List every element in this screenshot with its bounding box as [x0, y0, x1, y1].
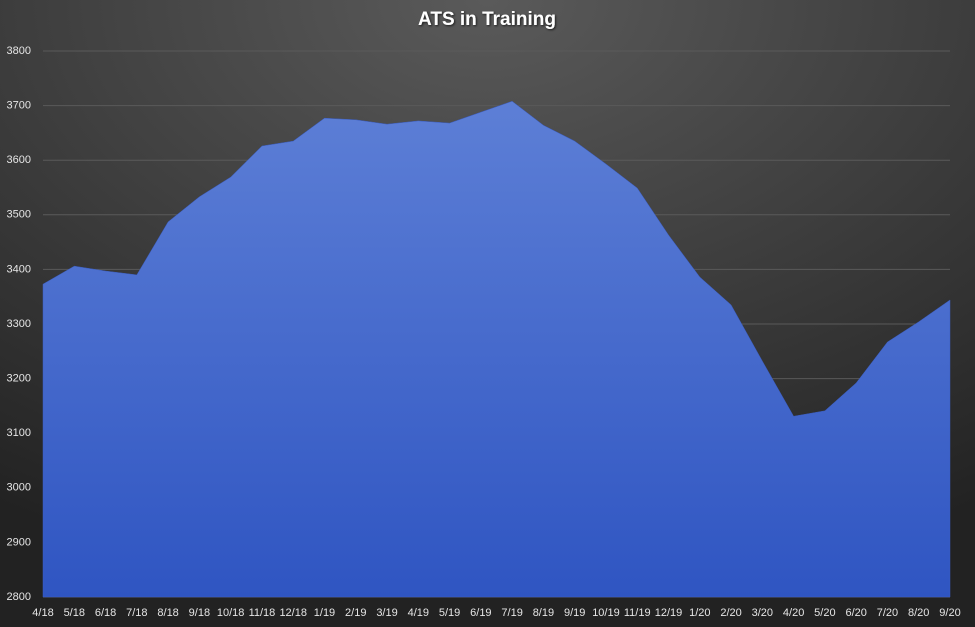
- x-tick-label: 4/18: [32, 607, 53, 619]
- y-tick-label: 3100: [7, 427, 31, 439]
- chart-title: ATS in Training: [418, 9, 556, 30]
- y-tick-label: 3600: [7, 154, 31, 166]
- x-tick-label: 12/19: [655, 607, 683, 619]
- x-tick-label: 6/20: [845, 607, 866, 619]
- y-tick-label: 3500: [7, 209, 31, 221]
- y-tick-label: 3700: [7, 100, 31, 112]
- x-tick-label: 9/20: [939, 607, 960, 619]
- x-tick-label: 12/18: [279, 607, 307, 619]
- x-tick-label: 8/18: [157, 607, 178, 619]
- area: [42, 100, 951, 598]
- y-tick-label: 2900: [7, 536, 31, 548]
- y-tick-label: 3200: [7, 373, 31, 385]
- y-tick-label: 3400: [7, 263, 31, 275]
- x-tick-label: 5/18: [64, 607, 85, 619]
- x-tick-label: 10/19: [592, 607, 620, 619]
- x-tick-label: 9/18: [189, 607, 210, 619]
- x-tick-label: 8/20: [908, 607, 929, 619]
- x-tick-label: 2/19: [345, 607, 366, 619]
- y-tick-label: 3800: [7, 45, 31, 57]
- x-tick-label: 7/18: [126, 607, 147, 619]
- x-tick-label: 7/20: [877, 607, 898, 619]
- x-tick-label: 5/19: [439, 607, 460, 619]
- y-tick-label: 3000: [7, 482, 31, 494]
- x-tick-label: 3/20: [752, 607, 773, 619]
- x-tick-label: 1/20: [689, 607, 710, 619]
- x-tick-label: 5/20: [814, 607, 835, 619]
- x-tick-label: 11/18: [249, 607, 276, 619]
- x-tick-label: 11/19: [624, 607, 651, 619]
- x-tick-label: 2/20: [720, 607, 741, 619]
- x-tick-label: 10/18: [217, 607, 245, 619]
- x-tick-label: 6/18: [95, 607, 116, 619]
- x-tick-label: 3/19: [376, 607, 397, 619]
- x-tick-label: 6/19: [470, 607, 491, 619]
- x-tick-label: 7/19: [501, 607, 522, 619]
- x-tick-label: 1/19: [314, 607, 335, 619]
- x-tick-label: 9/19: [564, 607, 585, 619]
- y-tick-label: 2800: [7, 591, 31, 603]
- y-tick-label: 3300: [7, 318, 31, 330]
- x-tick-label: 4/20: [783, 607, 804, 619]
- x-tick-label: 8/19: [533, 607, 554, 619]
- x-tick-label: 4/19: [408, 607, 429, 619]
